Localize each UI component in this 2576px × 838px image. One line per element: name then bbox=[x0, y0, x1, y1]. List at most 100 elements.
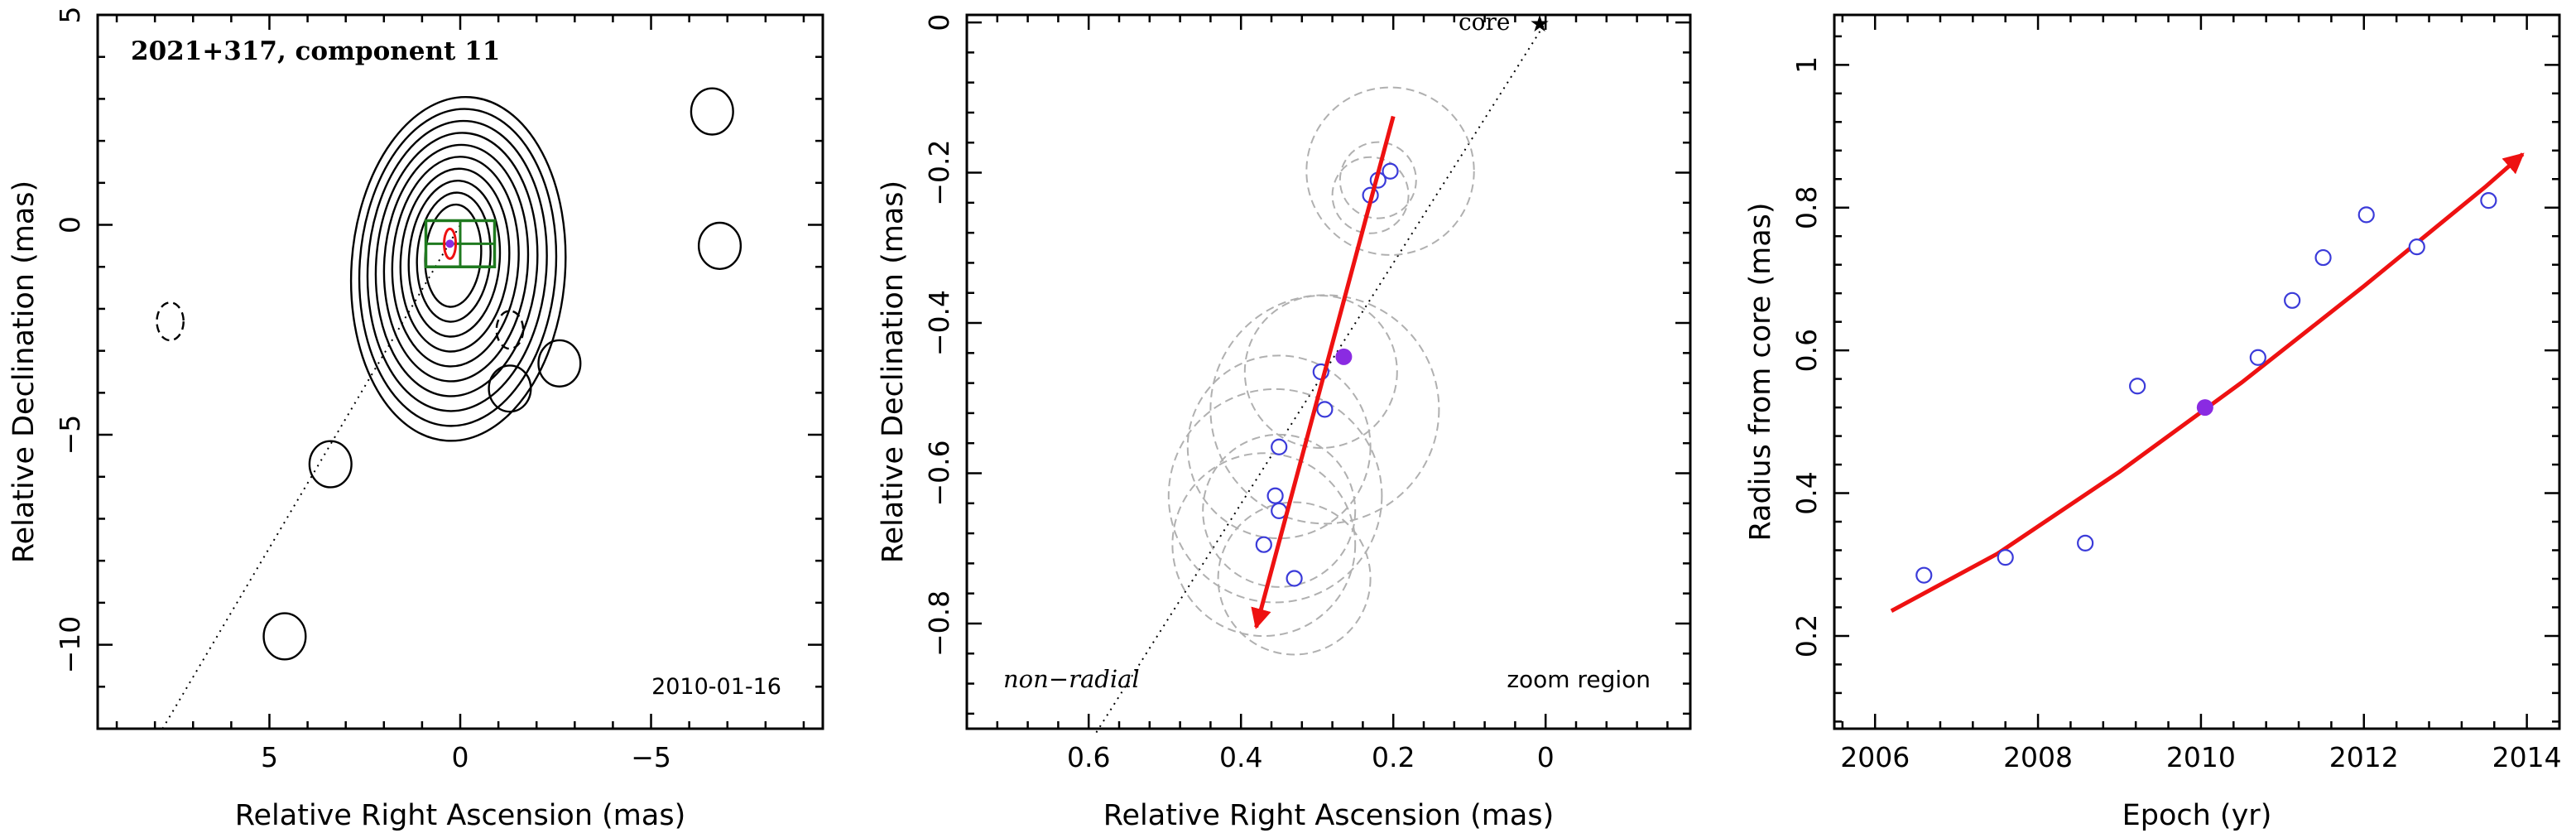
contour-level bbox=[407, 179, 502, 338]
chart-title: 2021+317, component 11 bbox=[131, 36, 500, 66]
component-point bbox=[1286, 570, 1303, 587]
contour-level bbox=[374, 132, 539, 397]
contour-level bbox=[391, 156, 520, 368]
ridge-line-dotted bbox=[161, 224, 461, 730]
y-tick-label: 0.6 bbox=[1790, 329, 1823, 372]
y-axis-label: Relative Declination (mas) bbox=[7, 181, 41, 563]
y-tick-label: 0 bbox=[923, 14, 955, 31]
y-tick-label: −0.2 bbox=[923, 139, 955, 205]
x-tick-label: 2010 bbox=[2166, 741, 2236, 773]
y-tick-label: −10 bbox=[54, 616, 86, 674]
core-star-icon: ★ bbox=[1529, 10, 1550, 37]
component-size-circles bbox=[1167, 86, 1475, 656]
isolated-contour bbox=[697, 221, 743, 270]
isolated-contour bbox=[262, 612, 307, 661]
component-point bbox=[1266, 487, 1284, 504]
component-size-circle bbox=[1338, 141, 1417, 219]
fit-curve-arrow bbox=[1890, 152, 2525, 613]
radius-point bbox=[1915, 566, 1933, 584]
x-tick-label: −5 bbox=[631, 741, 671, 773]
radius-points bbox=[1915, 192, 2497, 584]
component-size-circle bbox=[1186, 354, 1372, 540]
highlight-point bbox=[1335, 348, 1353, 365]
contour-level bbox=[366, 119, 548, 412]
component-positions bbox=[1255, 162, 1399, 587]
y-tick-label: −5 bbox=[54, 415, 86, 455]
radius-point bbox=[2077, 534, 2094, 551]
radius-point bbox=[2129, 378, 2146, 395]
component-size-circle bbox=[1167, 388, 1383, 604]
component-box bbox=[424, 219, 497, 268]
x-tick-label: 0.4 bbox=[1219, 741, 1262, 773]
isolated-contour bbox=[488, 364, 532, 413]
isolated-contour bbox=[308, 440, 353, 489]
x-axis-label: Relative Right Ascension (mas) bbox=[235, 799, 685, 832]
x-tick-label: 0 bbox=[1537, 741, 1555, 773]
component-point bbox=[1382, 162, 1399, 180]
motion-arrow bbox=[1251, 115, 1396, 629]
contour-level bbox=[382, 143, 530, 383]
x-tick-label: 2006 bbox=[1840, 741, 1910, 773]
y-tick-label: 0.8 bbox=[1790, 185, 1823, 229]
radius-point bbox=[1997, 549, 2014, 566]
isolated-contour bbox=[495, 310, 525, 350]
y-tick-label: 0 bbox=[54, 216, 86, 234]
isolated-contour bbox=[156, 301, 185, 342]
radius-point bbox=[2284, 291, 2301, 309]
component-ellipse bbox=[443, 227, 458, 260]
ridge-line-dotted bbox=[1095, 22, 1547, 734]
component-marker bbox=[443, 227, 458, 260]
x-tick-label: 5 bbox=[261, 741, 278, 773]
panel-zoom-region: 0.6 0.4 0.2 0 0 −0.2 −0.4 −0.6 −0.8 core ★ non−r… bbox=[877, 8, 1692, 832]
x-tick-label: 2012 bbox=[2329, 741, 2399, 773]
ridge-line bbox=[1095, 22, 1547, 734]
core-label: core bbox=[1459, 8, 1511, 36]
contour-map bbox=[156, 87, 743, 661]
component-size-circle bbox=[1217, 501, 1372, 656]
y-tick-label: 0.2 bbox=[1790, 614, 1823, 657]
y-tick-label: −0.4 bbox=[923, 290, 955, 356]
x-tick-label: 0.2 bbox=[1372, 741, 1415, 773]
fit-curve bbox=[1890, 152, 2525, 613]
y-tick-label: −0.8 bbox=[923, 590, 955, 657]
component-point bbox=[1271, 438, 1288, 455]
non-radial-annotation: non−radial bbox=[1003, 665, 1140, 693]
x-tick-label: 0.6 bbox=[1067, 741, 1110, 773]
component-dot bbox=[445, 239, 454, 248]
x-tick-label: 2008 bbox=[2003, 741, 2073, 773]
highlight-point bbox=[2196, 399, 2213, 417]
contour-level bbox=[358, 108, 558, 427]
axis-ticks: 5 0 −5 5 0 −5 −10 bbox=[54, 7, 823, 773]
motion-arrow-line bbox=[1251, 115, 1396, 629]
radius-point bbox=[2480, 192, 2497, 210]
isolated-contour bbox=[690, 87, 734, 136]
y-tick-label: 0.4 bbox=[1790, 471, 1823, 514]
panel-contour-map: 5 0 −5 5 0 −5 −10 2021+317, component 11 2010-… bbox=[7, 7, 824, 832]
zoom-region-label: zoom region bbox=[1507, 666, 1651, 693]
x-tick-label: 2014 bbox=[2492, 741, 2562, 773]
plot-frame bbox=[965, 13, 1692, 730]
radius-point bbox=[2314, 248, 2332, 267]
x-axis-label: Epoch (yr) bbox=[2122, 799, 2272, 832]
component-point bbox=[1316, 401, 1334, 418]
component-size-circle bbox=[1331, 156, 1410, 234]
ridge-line bbox=[161, 224, 461, 730]
contour-level bbox=[399, 167, 511, 353]
component-point bbox=[1255, 536, 1272, 553]
y-axis-label: Relative Declination (mas) bbox=[877, 181, 910, 563]
contour-level bbox=[349, 95, 567, 442]
x-tick-label: 0 bbox=[452, 741, 469, 773]
panel-radius-vs-epoch: 2006 2008 2010 2012 2014 0.2 0.4 0.6 0.8 1 Epoch … bbox=[1744, 13, 2562, 832]
x-axis-label: Relative Right Ascension (mas) bbox=[1103, 799, 1554, 832]
observation-date: 2010-01-16 bbox=[651, 674, 781, 700]
axis-ticks: 0.6 0.4 0.2 0 0 −0.2 −0.4 −0.6 −0.8 bbox=[923, 14, 1690, 773]
component-size-circle bbox=[1209, 294, 1440, 525]
radius-point bbox=[2249, 349, 2266, 366]
component-size-circle bbox=[1305, 86, 1475, 256]
y-axis-label: Radius from core (mas) bbox=[1744, 202, 1777, 541]
axis-ticks: 2006 2008 2010 2012 2014 0.2 0.4 0.6 0.8 1 bbox=[1790, 15, 2562, 773]
radius-point bbox=[2357, 206, 2375, 224]
component-size-circle bbox=[1171, 452, 1357, 638]
y-tick-label: 5 bbox=[54, 7, 86, 24]
